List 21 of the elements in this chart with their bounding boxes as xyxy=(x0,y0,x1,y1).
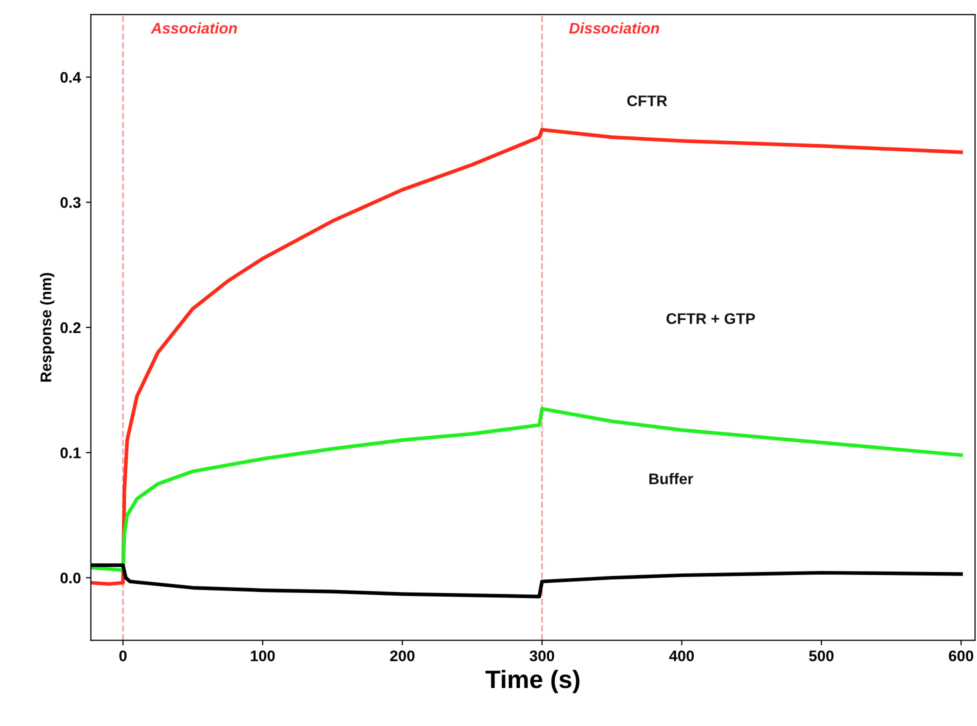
line-series xyxy=(90,128,963,586)
x-tick-label: 400 xyxy=(669,650,694,662)
y-tick-label: 0.1 xyxy=(60,447,81,458)
annotation: Buffer xyxy=(649,473,694,484)
x-tick-label: 600 xyxy=(948,650,974,662)
annotation: CFTR + GTP xyxy=(666,313,755,324)
y-axis-title: Response (nm) xyxy=(40,273,54,382)
y-tick-label: 0.2 xyxy=(60,322,81,334)
y-tick-label: 0.0 xyxy=(60,572,81,584)
y-tick-label: 0.4 xyxy=(60,72,82,83)
x-tick-label: 500 xyxy=(809,650,834,662)
annotation: CFTR xyxy=(627,95,668,106)
x-tick-label: 0 xyxy=(119,650,127,662)
x-tick-label: 100 xyxy=(250,650,275,662)
annotation: Association xyxy=(150,22,237,34)
y-tick-label: 0.3 xyxy=(60,197,81,208)
annotation: Dissociation xyxy=(569,22,660,34)
line-series xyxy=(90,406,963,572)
x-axis-title: Time (s) xyxy=(486,670,580,694)
x-tick-label: 200 xyxy=(390,650,414,662)
x-tick-label: 300 xyxy=(530,650,554,662)
